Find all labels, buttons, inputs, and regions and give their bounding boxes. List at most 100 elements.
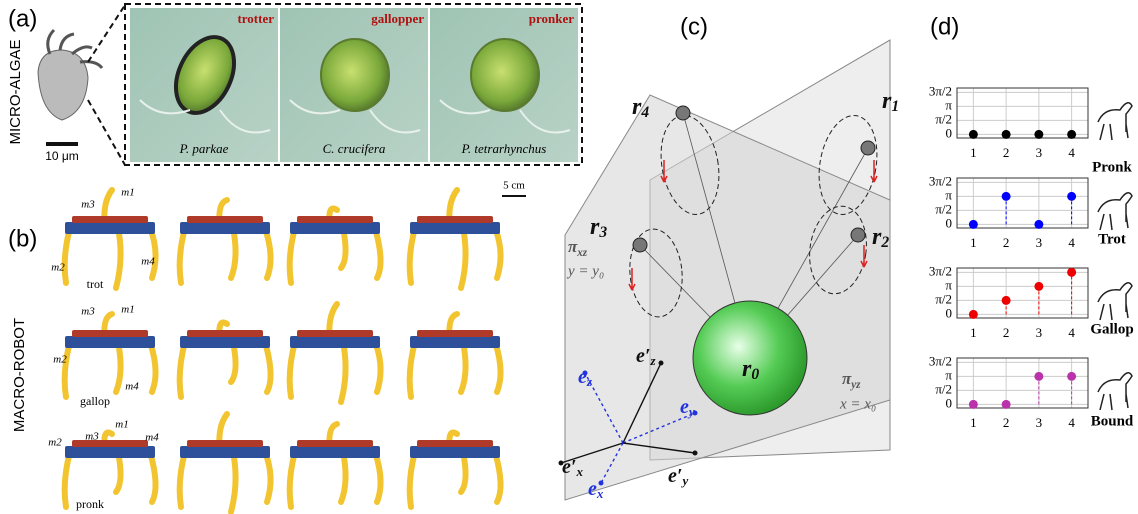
robot-board xyxy=(417,440,493,447)
robot-board xyxy=(187,440,263,447)
robot-leg xyxy=(61,449,73,510)
y-tick-label: π xyxy=(945,277,952,292)
algae-icon xyxy=(37,28,104,121)
axis-label-sub: y xyxy=(681,473,689,488)
body-sphere xyxy=(692,300,808,416)
robot-leg xyxy=(61,225,73,286)
robot-leg xyxy=(492,225,504,281)
arrow-head xyxy=(598,480,604,486)
axis-label-base: e xyxy=(588,478,597,500)
horse-sketch xyxy=(1097,102,1133,141)
stem-dot xyxy=(968,219,978,229)
side-label: MICRO-ALGAE xyxy=(7,39,24,144)
robot-leg xyxy=(228,449,239,514)
robot-leg xyxy=(262,225,274,281)
gait-label: Bound xyxy=(1091,413,1134,429)
point-label-sub: 4 xyxy=(640,104,649,121)
gait-label: gallop xyxy=(80,394,110,408)
rotation-arrow xyxy=(628,268,636,291)
point-label-sub: 1 xyxy=(891,98,899,115)
y-tick-label: 0 xyxy=(946,125,953,140)
robot-leg xyxy=(147,225,159,281)
robot-body xyxy=(180,446,270,458)
point-label-base: r xyxy=(872,224,882,250)
robot-leg xyxy=(372,339,384,395)
plane-equation: x = x₀ xyxy=(839,396,876,412)
stem-dot xyxy=(1001,129,1011,139)
point-label-base: r xyxy=(590,214,600,240)
gait-label: gallopper xyxy=(371,11,424,26)
robot-board xyxy=(187,330,263,337)
plane-label: πxz xyxy=(568,237,588,259)
y-tick-label: 0 xyxy=(946,215,953,230)
y-tick-label: π/2 xyxy=(935,111,952,126)
point-label-sub: 0 xyxy=(751,366,759,383)
robot-body xyxy=(290,446,380,458)
axis-label-sub: x xyxy=(576,464,584,479)
leg-label: m4 xyxy=(145,432,159,444)
horse-sketch xyxy=(1097,372,1133,411)
horse-sketch xyxy=(1097,192,1133,231)
robot-leg xyxy=(406,449,418,510)
robot-leg xyxy=(262,449,274,505)
stem-dot xyxy=(1034,129,1044,139)
axis-label-sub: z xyxy=(586,374,593,389)
plane-label-sub: yz xyxy=(849,379,861,391)
cell xyxy=(470,38,540,112)
robot-leg xyxy=(338,449,349,505)
rotation-arrow xyxy=(870,160,878,183)
arrow-head xyxy=(558,460,564,466)
panel-label: (c) xyxy=(680,13,708,40)
y-tick-label: π/2 xyxy=(935,381,952,396)
axis-label: ez xyxy=(578,366,593,389)
x-tick-label: 4 xyxy=(1068,145,1075,160)
scale-label: 5 cm xyxy=(503,180,525,192)
flagellum-tip xyxy=(860,140,876,156)
robot-board xyxy=(297,440,373,447)
gait-label: pronk xyxy=(76,497,104,511)
y-tick-label: π xyxy=(945,187,952,202)
point-label-base: r xyxy=(742,356,752,382)
stem-dot xyxy=(968,129,978,139)
leg-label: m2 xyxy=(48,437,62,449)
axis-label-base: e xyxy=(680,396,689,418)
species-label: P. parkae xyxy=(179,141,229,156)
axis-label-base: e′ xyxy=(562,456,577,478)
basis-vector xyxy=(622,362,662,444)
axis-label: e′y xyxy=(668,465,689,488)
plane-equation: y = y₀ xyxy=(566,263,604,279)
axis-label-sub: x xyxy=(596,486,604,501)
point-label: r0 xyxy=(742,356,759,383)
flagellum-tip xyxy=(850,227,866,243)
robot-leg xyxy=(338,339,349,405)
x-tick-label: 1 xyxy=(970,325,977,340)
robot-leg xyxy=(372,449,384,505)
scale-label: 10 μm xyxy=(45,149,79,163)
x-tick-label: 1 xyxy=(970,415,977,430)
x-tick-label: 1 xyxy=(970,145,977,160)
robot-leg xyxy=(458,339,469,395)
flagella xyxy=(439,99,571,134)
plot-frame xyxy=(956,177,1089,229)
stem-dot xyxy=(1034,281,1044,291)
side-label: MACRO-ROBOT xyxy=(11,318,28,432)
plane-label-sub: xz xyxy=(576,247,588,259)
leg-label: m1 xyxy=(121,187,134,199)
stem-dot xyxy=(968,309,978,319)
gait-label: Pronk xyxy=(1092,159,1132,175)
arrow-head xyxy=(692,450,698,456)
robot-board xyxy=(72,440,148,447)
y-tick-label: π xyxy=(945,367,952,382)
zoom-lines xyxy=(87,4,126,166)
y-tick-label: 0 xyxy=(946,395,953,410)
axis-label-base: e′ xyxy=(636,345,651,367)
species-label: P. tetrarhynchus xyxy=(461,141,547,156)
robot-body xyxy=(410,222,500,234)
rotation-arrow xyxy=(860,245,868,268)
flagellum-tip xyxy=(632,237,648,253)
point-label: r2 xyxy=(872,224,889,251)
arrow-head xyxy=(658,360,664,366)
robot-leg xyxy=(286,339,298,400)
robot-leg xyxy=(147,339,159,395)
robot-body xyxy=(290,222,380,234)
